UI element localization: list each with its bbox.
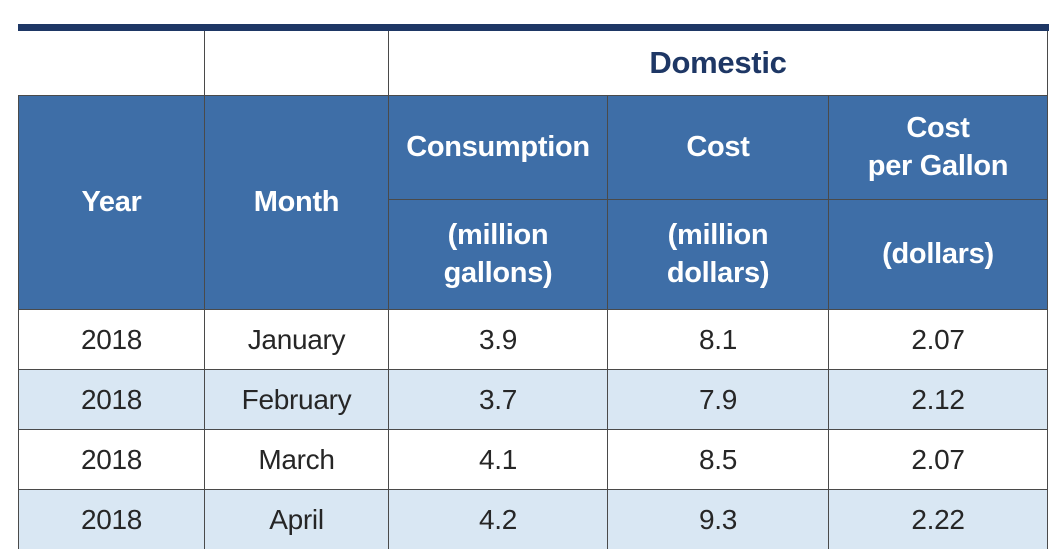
group-header-row: Domestic	[18, 31, 1048, 96]
cell-cost-per-gallon: 2.22	[828, 489, 1048, 549]
column-header-year: Year	[18, 95, 205, 310]
cell-cost: 9.3	[607, 489, 829, 549]
blank-cell-year	[18, 31, 205, 96]
cell-cost: 8.5	[607, 429, 829, 490]
cell-month: March	[204, 429, 389, 490]
unit-cost: (million dollars)	[607, 199, 829, 310]
table-row: 2018 April 4.2 9.3 2.22	[18, 489, 1048, 549]
cell-month: January	[204, 309, 389, 370]
column-header-row: Year Month Consumption Cost Cost per Gal…	[18, 95, 1048, 310]
cell-consumption: 4.2	[388, 489, 608, 549]
table-body: 2018 January 3.9 8.1 2.07 2018 February 3.7 7.9 2…	[18, 309, 1048, 549]
column-header-cost: Cost	[607, 95, 829, 200]
table-row: 2018 January 3.9 8.1 2.07	[18, 309, 1048, 370]
cell-cost: 7.9	[607, 369, 829, 430]
data-table-wrapper: Domestic Year Month Consumption Cost Cos…	[18, 24, 1049, 549]
cell-consumption: 3.9	[388, 309, 608, 370]
cell-cost-per-gallon: 2.07	[828, 429, 1048, 490]
blank-cell-month	[204, 31, 389, 96]
cell-consumption: 3.7	[388, 369, 608, 430]
table-row: 2018 February 3.7 7.9 2.12	[18, 369, 1048, 430]
table-row: 2018 March 4.1 8.5 2.07	[18, 429, 1048, 490]
domestic-fuel-table: Domestic Year Month Consumption Cost Cos…	[18, 31, 1048, 549]
cell-consumption: 4.1	[388, 429, 608, 490]
column-header-consumption: Consumption	[388, 95, 608, 200]
cell-year: 2018	[18, 489, 205, 549]
unit-consumption: (million gallons)	[388, 199, 608, 310]
units-header-row: (million gallons) (million dollars) (dol…	[19, 199, 1048, 310]
cell-month: April	[204, 489, 389, 549]
cell-year: 2018	[18, 369, 205, 430]
cell-cost: 8.1	[607, 309, 829, 370]
cell-cost-per-gallon: 2.07	[828, 309, 1048, 370]
column-header-cost-per-gallon: Cost per Gallon	[828, 95, 1048, 200]
cell-month: February	[204, 369, 389, 430]
unit-cost-per-gallon: (dollars)	[828, 199, 1048, 310]
column-header-month: Month	[204, 95, 389, 310]
cell-cost-per-gallon: 2.12	[828, 369, 1048, 430]
cell-year: 2018	[18, 429, 205, 490]
cell-year: 2018	[18, 309, 205, 370]
group-header-domestic: Domestic	[388, 31, 1048, 96]
